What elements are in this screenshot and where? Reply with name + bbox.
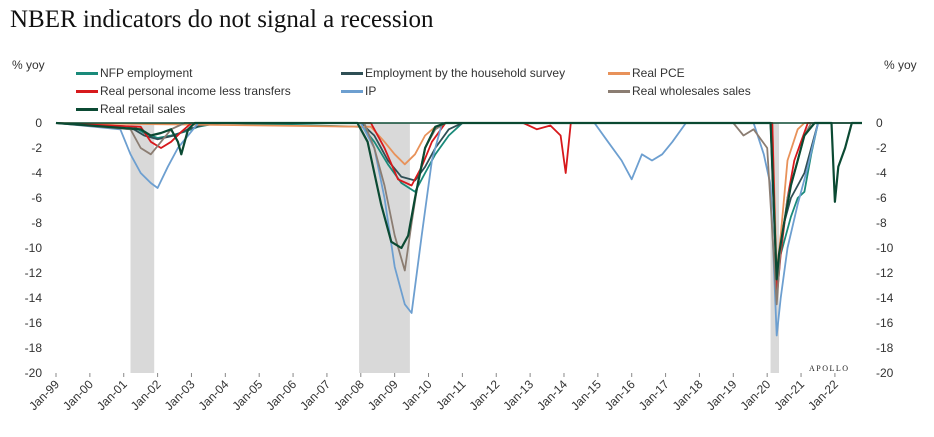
- series-line-employment-by-the-household-survey: [55, 122, 862, 287]
- legend-label: Employment by the household survey: [365, 66, 566, 80]
- x-tick-label: Jan-16: [602, 377, 638, 413]
- x-tick-label: Jan-04: [196, 377, 232, 413]
- y-tick-label-left: -10: [25, 241, 43, 255]
- x-tick-label: Jan-05: [229, 377, 265, 413]
- legend-item-ip: IP: [341, 84, 376, 98]
- legend-swatch: [76, 90, 98, 94]
- x-tick-label: Jan-14: [534, 377, 570, 413]
- x-tick-label: Jan-21: [771, 377, 807, 413]
- x-tick-label: Jan-02: [128, 377, 164, 413]
- y-axis-unit-left: % yoy: [12, 58, 45, 72]
- x-tick-label: Jan-19: [704, 377, 740, 413]
- y-tick-label-left: -20: [25, 366, 43, 380]
- legend-swatch: [608, 72, 630, 76]
- legend-item-wholesales: Real wholesales sales: [608, 84, 751, 98]
- legend-label: Real personal income less transfers: [100, 84, 291, 98]
- x-tick-label: Jan-03: [162, 377, 198, 413]
- x-tick-label: Jan-10: [399, 377, 435, 413]
- apollo-watermark: APOLLO: [809, 364, 850, 373]
- x-tick-label: Jan-99: [26, 377, 62, 413]
- legend-swatch: [608, 90, 630, 94]
- legend-item-pce: Real PCE: [608, 66, 685, 80]
- x-tick-label: Jan-22: [805, 377, 841, 413]
- y-tick-label-right: -4: [876, 166, 887, 180]
- x-tick-label: Jan-15: [568, 377, 604, 413]
- legend-item-income: Real personal income less transfers: [76, 84, 291, 98]
- legend-swatch: [341, 72, 363, 76]
- y-tick-label-right: -12: [876, 266, 894, 280]
- legend-swatch: [76, 72, 98, 76]
- x-tick-label: Jan-13: [500, 377, 536, 413]
- y-tick-label-left: -8: [31, 216, 42, 230]
- y-tick-label-right: -16: [876, 316, 894, 330]
- legend-swatch: [341, 90, 363, 94]
- series-line-real-pce: [55, 122, 862, 274]
- y-tick-label-left: -6: [31, 191, 42, 205]
- series-line-nfp-employment: [55, 122, 862, 281]
- series-line-ip: [55, 122, 862, 337]
- y-tick-label-right: -2: [876, 141, 887, 155]
- x-tick-label: Jan-08: [331, 377, 367, 413]
- y-tick-label-left: -18: [25, 341, 43, 355]
- x-tick-label: Jan-06: [263, 377, 299, 413]
- series-line-real-retail-sales: [55, 121, 862, 281]
- legend-item-nfp: NFP employment: [76, 66, 192, 80]
- x-tick-label: Jan-09: [365, 377, 401, 413]
- y-tick-label-right: -6: [876, 191, 887, 205]
- chart-title: NBER indicators do not signal a recessio…: [10, 6, 434, 33]
- y-tick-label-right: -14: [876, 291, 894, 305]
- x-tick-label: Jan-00: [60, 377, 96, 413]
- x-tick-label: Jan-07: [297, 377, 333, 413]
- x-tick-label: Jan-17: [636, 377, 672, 413]
- x-tick-label: Jan-01: [94, 377, 130, 413]
- y-tick-label-right: -8: [876, 216, 887, 230]
- y-axis-unit-right: % yoy: [884, 58, 917, 72]
- x-tick-label: Jan-20: [737, 377, 773, 413]
- y-tick-label-right: 0: [876, 116, 883, 130]
- x-tick-label: Jan-18: [670, 377, 706, 413]
- recession-band: [130, 123, 155, 373]
- x-tick-label: Jan-11: [433, 377, 468, 412]
- y-tick-label-left: -2: [31, 141, 42, 155]
- legend-item-household: Employment by the household survey: [341, 66, 565, 80]
- y-tick-label-left: -12: [25, 266, 43, 280]
- y-tick-label-right: -18: [876, 341, 894, 355]
- y-tick-label-left: -14: [25, 291, 43, 305]
- x-tick-label: Jan-12: [467, 377, 503, 413]
- legend-label: Real PCE: [632, 66, 685, 80]
- legend-label: Real retail sales: [100, 102, 186, 116]
- y-tick-label-right: -10: [876, 241, 894, 255]
- legend-swatch: [76, 108, 98, 112]
- legend-label: Real wholesales sales: [632, 84, 751, 98]
- legend-label: NFP employment: [100, 66, 193, 80]
- y-tick-label-left: -16: [25, 316, 43, 330]
- y-tick-label-right: -20: [876, 366, 894, 380]
- y-tick-label-left: 0: [35, 116, 42, 130]
- y-tick-label-left: -4: [31, 166, 42, 180]
- legend-label: IP: [365, 84, 377, 98]
- legend-item-retail: Real retail sales: [76, 102, 185, 116]
